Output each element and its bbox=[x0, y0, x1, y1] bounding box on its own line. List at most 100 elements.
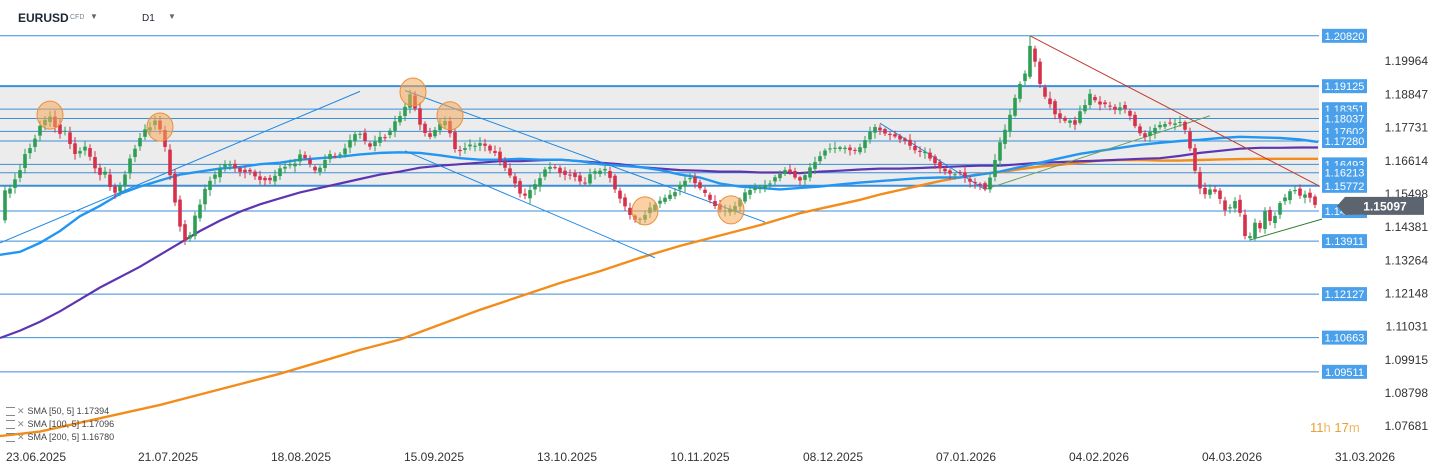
symbol-label[interactable]: EURUSD bbox=[18, 11, 69, 25]
candle-body bbox=[1103, 102, 1107, 105]
candle-body bbox=[693, 176, 697, 184]
candle-body bbox=[113, 186, 117, 193]
trend-line[interactable] bbox=[984, 115, 1211, 190]
trend-line[interactable] bbox=[404, 90, 766, 223]
level-price-tag[interactable] bbox=[1322, 28, 1367, 43]
sma100-line[interactable] bbox=[0, 146, 1318, 340]
candle-body bbox=[133, 148, 137, 158]
candle-body bbox=[1083, 105, 1087, 112]
trend-line[interactable] bbox=[404, 150, 656, 259]
candle-body bbox=[963, 172, 967, 177]
level-price-tag[interactable] bbox=[1322, 79, 1367, 94]
remove-icon[interactable]: ✕ bbox=[17, 432, 25, 442]
candle-body bbox=[518, 181, 522, 194]
x-tick-label: 04.03.2026 bbox=[1202, 450, 1262, 464]
level-price-tag[interactable] bbox=[1322, 111, 1367, 126]
y-tick-label: 1.12148 bbox=[1385, 286, 1429, 300]
level-price-label: 1.16213 bbox=[1325, 168, 1365, 180]
candle-body bbox=[223, 164, 227, 167]
candle-body bbox=[338, 154, 342, 156]
candle-body bbox=[563, 170, 567, 175]
candle-body bbox=[798, 177, 802, 181]
candle-body bbox=[783, 170, 787, 174]
level-price-label: 1.19125 bbox=[1325, 81, 1365, 93]
settings-icon[interactable] bbox=[6, 420, 15, 430]
y-tick-label: 1.08798 bbox=[1385, 386, 1429, 400]
candle-body bbox=[768, 183, 772, 185]
trend-line[interactable] bbox=[1029, 35, 1321, 187]
candle-body bbox=[698, 182, 702, 189]
candle-body bbox=[538, 178, 542, 187]
y-tick-label: 1.07681 bbox=[1385, 419, 1429, 433]
candle-body bbox=[763, 185, 767, 189]
candle-body bbox=[623, 197, 627, 207]
candle-body bbox=[938, 161, 942, 169]
level-price-tag[interactable] bbox=[1322, 330, 1367, 345]
candle-body bbox=[1248, 236, 1252, 239]
level-price-tag[interactable] bbox=[1322, 133, 1367, 148]
candle-body bbox=[78, 151, 82, 154]
level-price-tag[interactable] bbox=[1322, 165, 1367, 180]
trend-line[interactable] bbox=[1249, 216, 1331, 241]
candle-body bbox=[23, 154, 27, 169]
candle-body bbox=[398, 116, 402, 123]
level-price-tag[interactable] bbox=[1322, 364, 1367, 379]
candle-body bbox=[33, 138, 37, 147]
remove-icon[interactable]: ✕ bbox=[17, 406, 25, 416]
candle-body bbox=[1123, 105, 1127, 109]
y-tick-label: 1.14381 bbox=[1385, 220, 1429, 234]
candle-body bbox=[283, 166, 287, 169]
candle-body bbox=[298, 154, 302, 162]
legend-item-sma50[interactable]: ✕ SMA [50, 5] 1.17394 bbox=[6, 405, 114, 418]
candle-body bbox=[1008, 114, 1012, 132]
timeframe-label[interactable]: D1 bbox=[142, 13, 155, 24]
y-tick-label: 1.19964 bbox=[1385, 54, 1429, 68]
candle-body bbox=[1018, 83, 1022, 99]
candle-body bbox=[183, 224, 187, 241]
legend-item-sma100[interactable]: ✕ SMA [100, 5] 1.17096 bbox=[6, 418, 114, 431]
candle-body bbox=[418, 108, 422, 125]
y-tick-label: 1.17731 bbox=[1385, 121, 1429, 135]
legend-item-sma200[interactable]: ✕ SMA [200, 5] 1.16780 bbox=[6, 431, 114, 444]
symbol-dropdown-icon[interactable]: ▼ bbox=[90, 12, 98, 21]
remove-icon[interactable]: ✕ bbox=[17, 419, 25, 429]
settings-icon[interactable] bbox=[6, 407, 15, 417]
candle-body bbox=[573, 172, 577, 177]
candle-body bbox=[263, 177, 267, 181]
level-price-tag[interactable] bbox=[1322, 178, 1367, 193]
candle-body bbox=[868, 131, 872, 140]
candle-body bbox=[948, 170, 952, 174]
timeframe-dropdown-icon[interactable]: ▼ bbox=[168, 12, 176, 21]
candle-body bbox=[73, 143, 77, 155]
candle-body bbox=[568, 174, 572, 176]
candle-body bbox=[993, 160, 997, 177]
current-price-tag bbox=[1337, 196, 1424, 215]
trend-line[interactable] bbox=[0, 90, 361, 244]
candle-body bbox=[88, 148, 92, 157]
candle-body bbox=[248, 169, 252, 172]
candle-body bbox=[748, 190, 752, 195]
candle-body bbox=[1143, 133, 1147, 138]
candle-body bbox=[1053, 101, 1057, 115]
candle-body bbox=[1223, 200, 1227, 211]
trend-line[interactable] bbox=[879, 122, 986, 190]
x-tick-label: 15.09.2025 bbox=[404, 450, 464, 464]
candle-body bbox=[1293, 190, 1297, 192]
level-price-tag[interactable] bbox=[1322, 287, 1367, 302]
sma200-line[interactable] bbox=[0, 157, 1318, 438]
candle-body bbox=[403, 106, 407, 117]
candle-body bbox=[1163, 124, 1167, 127]
candle-body bbox=[558, 167, 562, 174]
candle-body bbox=[348, 140, 352, 148]
candle-body bbox=[1243, 214, 1247, 237]
candle-body bbox=[708, 194, 712, 200]
candle-body bbox=[343, 148, 347, 155]
candle-body bbox=[998, 142, 1002, 161]
level-price-tag[interactable] bbox=[1322, 234, 1367, 249]
y-tick-label: 1.16614 bbox=[1385, 154, 1429, 168]
settings-icon[interactable] bbox=[6, 433, 15, 443]
level-price-label: 1.17280 bbox=[1325, 136, 1365, 148]
highlight-circle bbox=[436, 101, 464, 131]
chart-toolbar: EURUSD CFD ▼ D1 ▼ bbox=[0, 0, 300, 30]
